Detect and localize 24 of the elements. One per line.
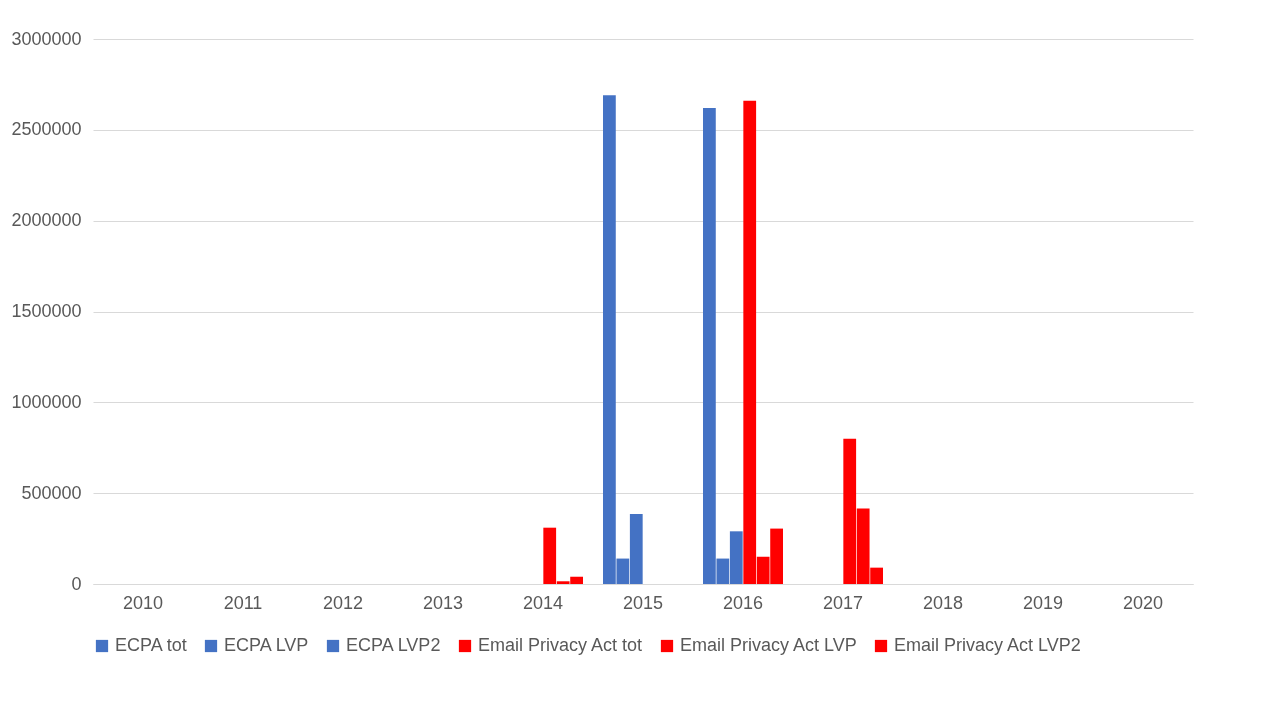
legend-label: Email Privacy Act tot [478,635,643,655]
y-tick-label: 1000000 [11,391,82,412]
x-tick-label: 2011 [223,592,263,613]
y-tick-label: 0 [71,573,82,594]
x-tick-label: 2010 [122,592,164,613]
y-tick-label: 3000000 [11,28,82,49]
legend-label: ECPA tot [115,635,187,655]
y-tick-label: 2000000 [11,210,82,231]
y-tick-label: 2500000 [11,119,82,140]
legend-label: ECPA LVP [224,635,309,655]
x-tick-label: 2014 [522,592,564,613]
x-tick-label: 2013 [422,592,464,613]
x-tick-label: 2017 [822,592,864,613]
y-tick-label: 500000 [21,482,82,503]
x-tick-label: 2019 [1022,592,1064,613]
legend-label: Email Privacy Act LVP [680,635,857,655]
x-tick-label: 2020 [1122,592,1164,613]
y-tick-label: 1500000 [11,301,82,321]
legend-label: Email Privacy Act LVP2 [894,635,1081,655]
x-tick-label: 2016 [722,592,764,613]
x-tick-label: 2012 [322,592,364,613]
legend-label: ECPA LVP2 [346,635,441,655]
x-tick-label: 2018 [922,592,964,613]
x-tick-label: 2015 [622,592,664,613]
